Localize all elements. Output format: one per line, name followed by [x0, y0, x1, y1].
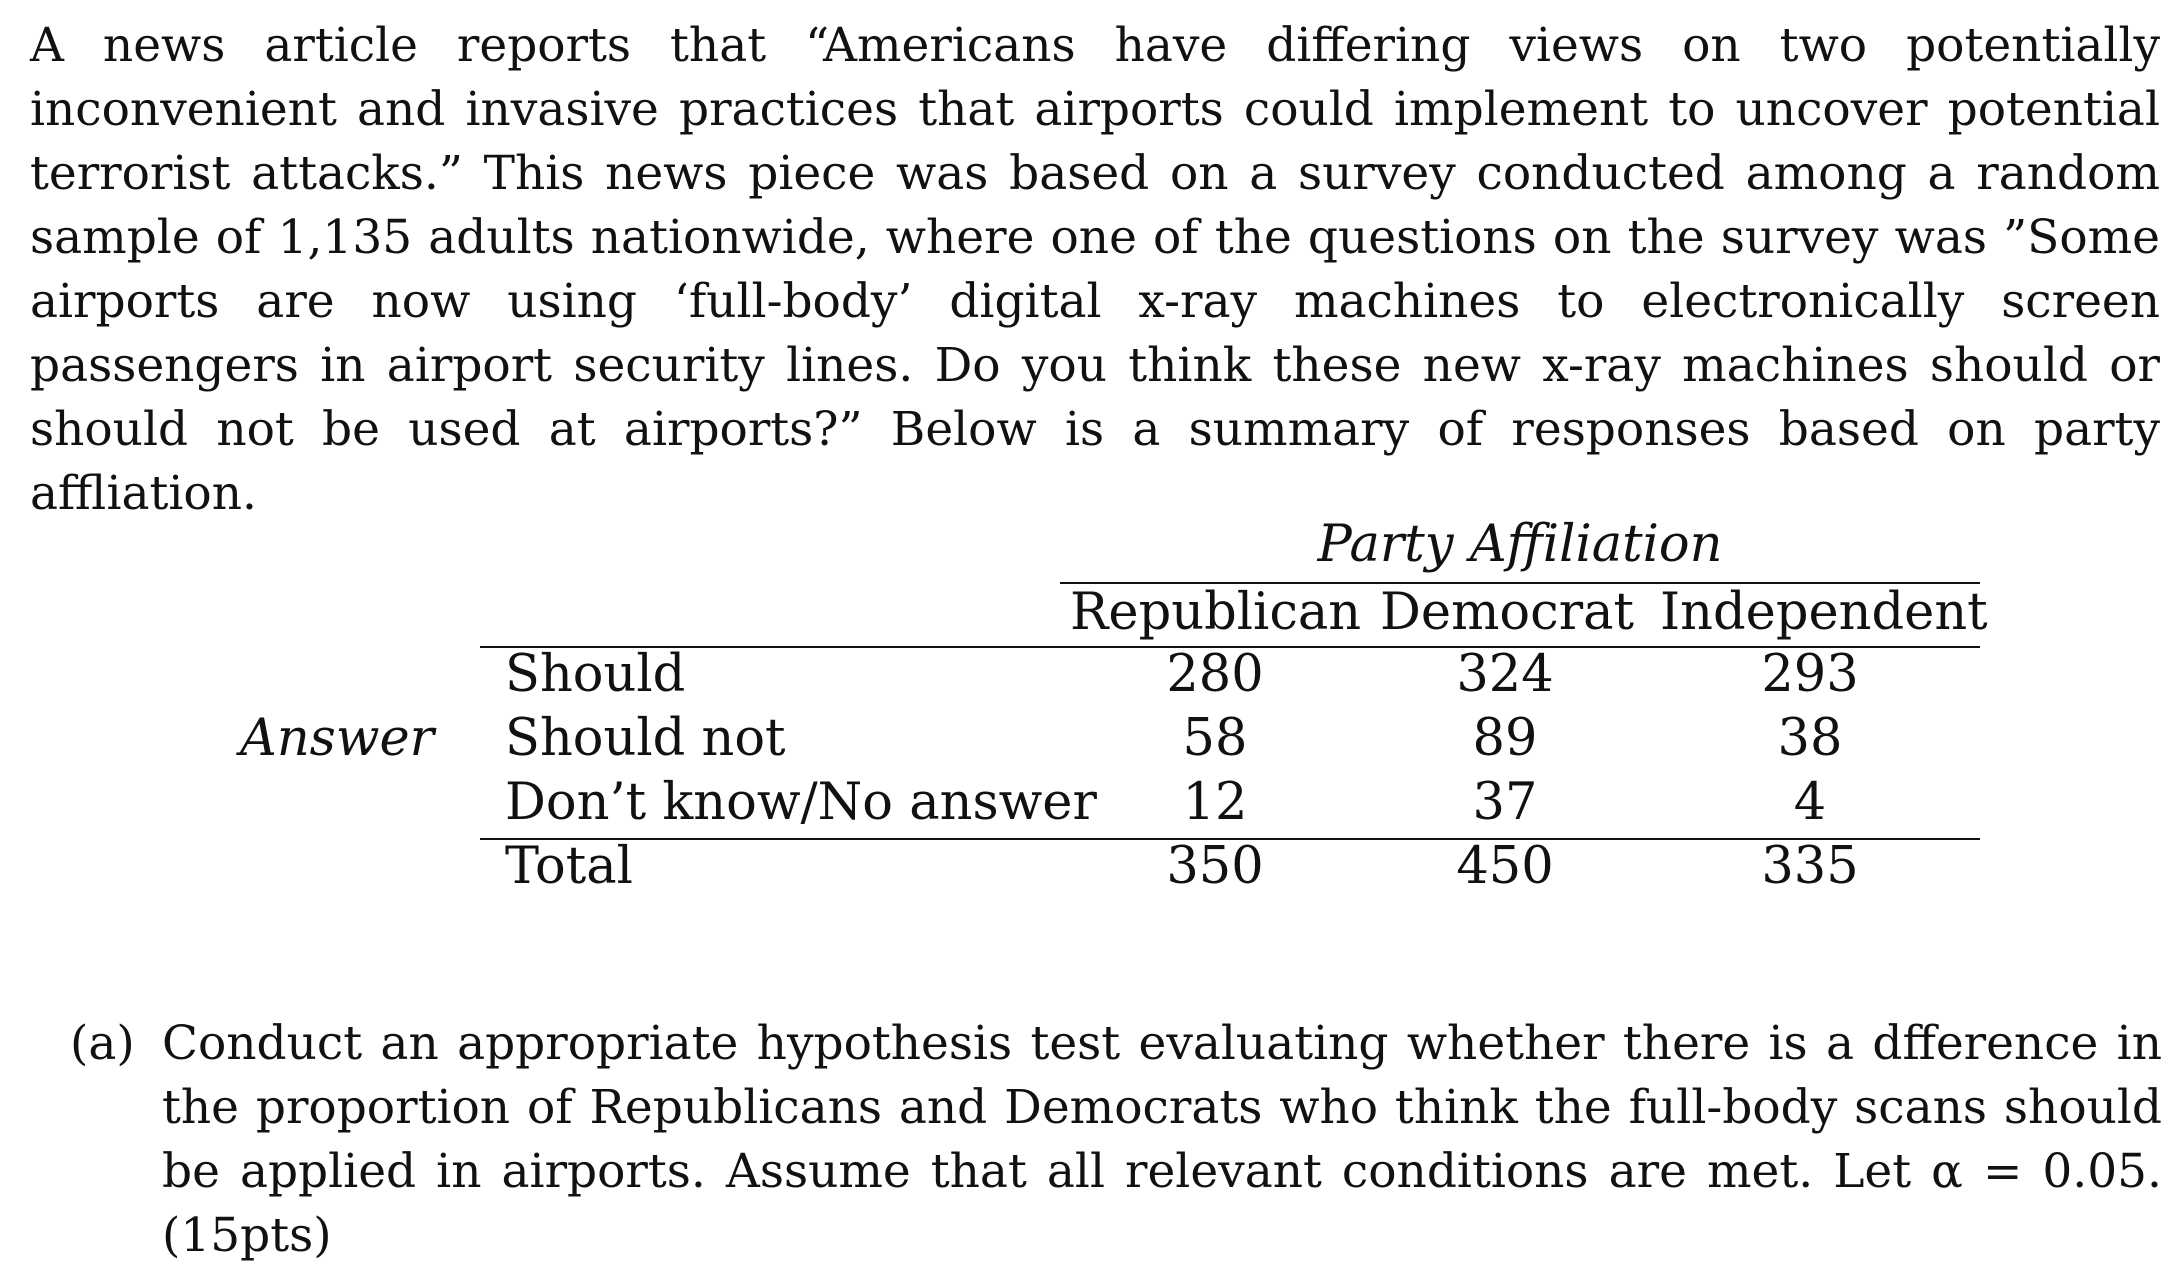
column-header-democrat: Democrat	[1380, 583, 1634, 642]
question-marker: (a)	[70, 1016, 135, 1071]
cell-total-independent: 335	[1761, 837, 1859, 896]
cell-total-republican: 350	[1166, 837, 1264, 896]
cell-should-not-independent: 38	[1777, 709, 1843, 768]
party-affiliation-header: Party Affiliation	[1317, 515, 1723, 574]
rule-total	[480, 838, 1980, 840]
rule-column-header	[480, 646, 1980, 648]
row-label-dont-know: Don’t know/No answer	[505, 773, 1097, 832]
cell-dont-know-independent: 4	[1793, 773, 1827, 832]
question-text: Conduct an appropriate hypothesis test e…	[162, 1016, 2162, 1263]
contingency-table: Party Affiliation Republican Democrat In…	[0, 510, 2182, 910]
cell-dont-know-republican: 12	[1182, 773, 1248, 832]
cell-should-not-republican: 58	[1182, 709, 1248, 768]
row-label-should-not: Should not	[505, 709, 786, 768]
cell-dont-know-democrat: 37	[1472, 773, 1538, 832]
column-header-independent: Independent	[1660, 583, 1988, 642]
intro-paragraph: A news article reports that “Americans h…	[30, 18, 2160, 521]
cell-should-independent: 293	[1761, 645, 1859, 704]
rule-group-header	[1060, 582, 1980, 584]
row-label-total: Total	[505, 837, 633, 896]
cell-should-not-democrat: 89	[1472, 709, 1538, 768]
column-header-republican: Republican	[1070, 583, 1362, 642]
cell-should-democrat: 324	[1456, 645, 1554, 704]
answer-row-group-label: Answer	[240, 709, 435, 768]
cell-should-republican: 280	[1166, 645, 1264, 704]
document-page: A news article reports that “Americans h…	[0, 18, 2182, 1263]
cell-total-democrat: 450	[1456, 837, 1554, 896]
row-label-should: Should	[505, 645, 686, 704]
